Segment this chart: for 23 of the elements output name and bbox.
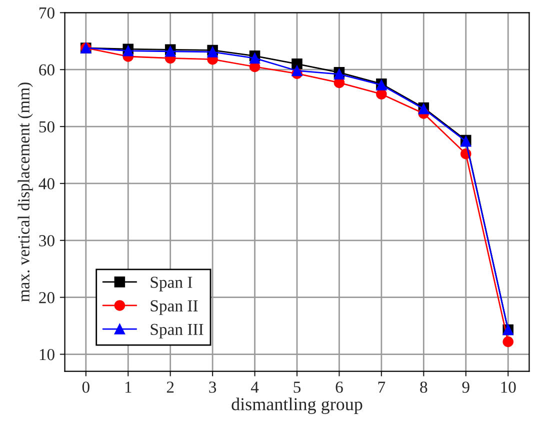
x-tick-label: 9 — [462, 382, 470, 393]
x-axis-title: dismantling group — [232, 398, 362, 414]
x-tick-label: 4 — [250, 382, 259, 393]
y-tick-label: 30 — [39, 235, 54, 246]
x-tick-label: 3 — [209, 382, 216, 393]
y-axis-title: max. vertical displacement (mm) — [18, 82, 33, 302]
x-tick-label: 2 — [166, 382, 174, 393]
x-tick-label: 10 — [501, 382, 516, 393]
y-tick-label: 50 — [39, 121, 54, 132]
y-tick-label: 70 — [40, 7, 54, 19]
x-tick-label: 5 — [294, 382, 301, 393]
legend-label: Span II — [150, 300, 198, 315]
x-tick-label: 0 — [82, 382, 90, 393]
x-tick-label: 7 — [378, 382, 386, 393]
y-tick-label: 40 — [38, 178, 54, 190]
x-tick-label: 8 — [420, 382, 428, 393]
legend-label: Span I — [150, 276, 192, 292]
y-tick-label: 60 — [39, 64, 54, 76]
y-tick-label: 10 — [40, 348, 54, 360]
y-tick-label: 20 — [39, 292, 54, 304]
legend-label: Span III — [150, 324, 204, 338]
x-tick-label: 6 — [336, 382, 343, 393]
x-tick-label: 1 — [125, 382, 132, 393]
